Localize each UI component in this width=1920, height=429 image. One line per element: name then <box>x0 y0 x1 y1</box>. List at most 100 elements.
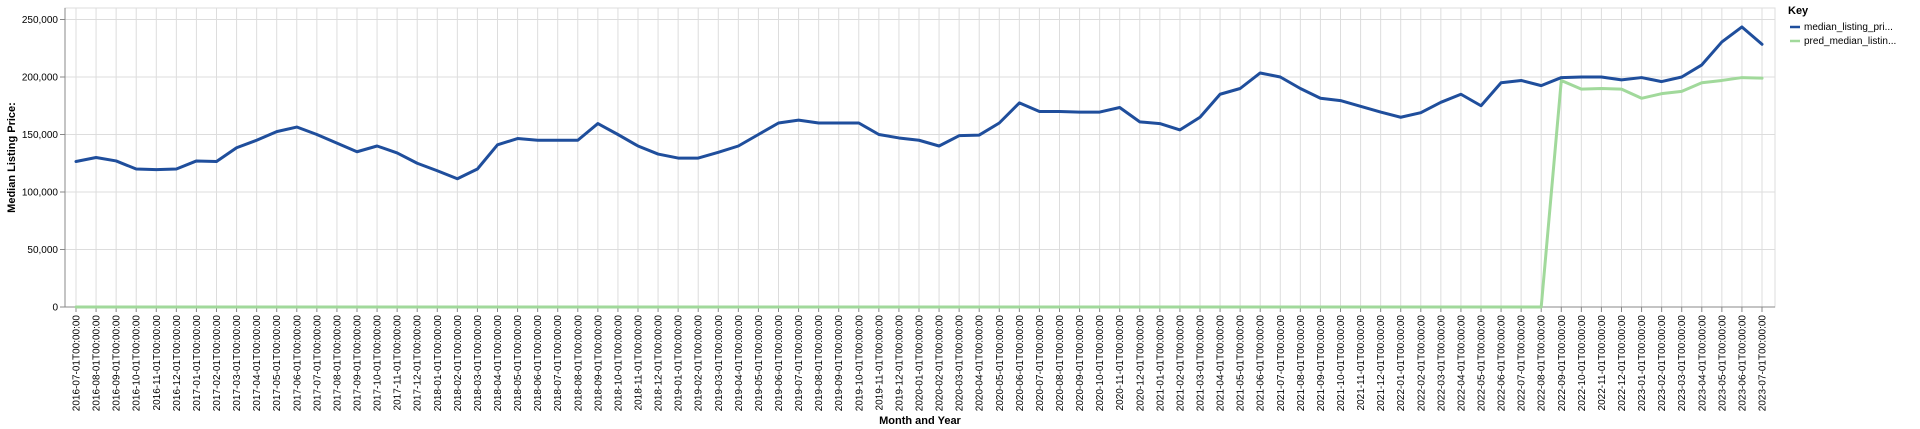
x-tick-label: 2019-07-01T00:00:00 <box>794 315 805 412</box>
x-tick-label: 2023-04-01T00:00:00 <box>1697 315 1708 412</box>
x-tick-label: 2022-05-01T00:00:00 <box>1477 315 1488 412</box>
y-tick-label: 250,000 <box>22 15 59 26</box>
x-tick-label: 2023-06-01T00:00:00 <box>1737 315 1748 412</box>
x-tick-label: 2023-07-01T00:00:00 <box>1758 315 1769 412</box>
x-tick-label: 2022-04-01T00:00:00 <box>1456 315 1467 412</box>
x-tick-label: 2017-08-01T00:00:00 <box>332 315 343 412</box>
x-tick-label: 2017-01-01T00:00:00 <box>192 315 203 412</box>
x-tick-label: 2020-12-01T00:00:00 <box>1135 315 1146 412</box>
x-tick-label: 2019-04-01T00:00:00 <box>734 315 745 412</box>
x-tick-label: 2019-01-01T00:00:00 <box>674 315 685 412</box>
x-tick-label: 2023-02-01T00:00:00 <box>1657 315 1668 412</box>
x-tick-label: 2020-02-01T00:00:00 <box>935 315 946 412</box>
y-tick-label: 0 <box>52 303 58 314</box>
series-layer <box>74 25 1764 309</box>
x-tick-label: 2017-06-01T00:00:00 <box>292 315 303 412</box>
x-tick-label: 2021-11-01T00:00:00 <box>1356 315 1367 411</box>
x-tick-label: 2022-08-01T00:00:00 <box>1537 315 1548 412</box>
x-tick-label: 2018-09-01T00:00:00 <box>593 315 604 412</box>
x-tick-label: 2019-02-01T00:00:00 <box>694 315 705 412</box>
x-tick-label: 2022-12-01T00:00:00 <box>1617 315 1628 412</box>
y-tick-label: 100,000 <box>22 188 59 199</box>
x-tick-label: 2019-09-01T00:00:00 <box>834 315 845 412</box>
x-tick-label: 2020-09-01T00:00:00 <box>1075 315 1086 412</box>
x-tick-label: 2016-11-01T00:00:00 <box>152 315 163 411</box>
x-tick-label: 2018-01-01T00:00:00 <box>433 315 444 412</box>
x-tick-label: 2021-03-01T00:00:00 <box>1196 315 1207 412</box>
x-tick-label: 2017-10-01T00:00:00 <box>373 315 384 412</box>
x-tick-label: 2020-06-01T00:00:00 <box>1015 315 1026 412</box>
plot-area <box>64 7 1776 308</box>
series-line-median <box>74 25 1764 181</box>
x-tick-label: 2020-07-01T00:00:00 <box>1035 315 1046 412</box>
x-tick-label: 2023-01-01T00:00:00 <box>1637 315 1648 412</box>
x-tick-label: 2019-10-01T00:00:00 <box>854 315 865 412</box>
x-axis: 2016-07-01T00:00:00 2016-08-01T00:00:00 20… <box>65 306 1775 412</box>
x-tick-label: 2020-01-01T00:00:00 <box>915 315 926 412</box>
x-tick-label: 2022-02-01T00:00:00 <box>1416 315 1427 412</box>
x-tick-label: 2020-10-01T00:00:00 <box>1095 315 1106 412</box>
legend[interactable]: Key median_listing_pri... pred_median_lis… <box>1788 5 1896 47</box>
x-tick-label: 2021-05-01T00:00:00 <box>1236 315 1247 412</box>
x-tick-label: 2018-04-01T00:00:00 <box>493 315 504 412</box>
x-tick-label: 2016-09-01T00:00:00 <box>112 315 123 412</box>
x-tick-label: 2018-12-01T00:00:00 <box>654 315 665 412</box>
x-tick-label: 2018-06-01T00:00:00 <box>533 315 544 412</box>
y-axis-title: Median Listing Price: <box>6 102 18 213</box>
x-tick-label: 2021-12-01T00:00:00 <box>1376 315 1387 412</box>
x-tick-label: 2018-02-01T00:00:00 <box>453 315 464 412</box>
x-tick-label: 2020-03-01T00:00:00 <box>955 315 966 412</box>
x-tick-label: 2021-01-01T00:00:00 <box>1155 315 1166 412</box>
x-tick-label: 2021-09-01T00:00:00 <box>1316 315 1327 412</box>
x-tick-label: 2022-10-01T00:00:00 <box>1577 315 1588 412</box>
x-tick-label: 2017-03-01T00:00:00 <box>232 315 243 412</box>
x-tick-label: 2021-06-01T00:00:00 <box>1256 315 1267 412</box>
x-tick-label: 2020-11-01T00:00:00 <box>1115 315 1126 411</box>
x-tick-label: 2019-03-01T00:00:00 <box>714 315 725 412</box>
plot-background <box>64 7 1776 308</box>
x-tick-label: 2018-08-01T00:00:00 <box>573 315 584 412</box>
y-tick-label: 200,000 <box>22 73 59 84</box>
x-tick-label: 2022-11-01T00:00:00 <box>1597 315 1608 411</box>
y-axis: 0 50,000 100,000 150,000 200,000 250,000 <box>22 8 66 314</box>
legend-title: Key <box>1788 5 1809 17</box>
x-tick-label: 2019-05-01T00:00:00 <box>754 315 765 412</box>
y-tick-label: 50,000 <box>27 245 58 256</box>
x-tick-label: 2020-08-01T00:00:00 <box>1055 315 1066 412</box>
x-tick-label: 2018-03-01T00:00:00 <box>473 315 484 412</box>
x-tick-label: 2022-06-01T00:00:00 <box>1497 315 1508 412</box>
x-tick-label: 2019-06-01T00:00:00 <box>774 315 785 412</box>
x-tick-label: 2017-07-01T00:00:00 <box>312 315 323 412</box>
x-tick-label: 2018-10-01T00:00:00 <box>613 315 624 412</box>
x-tick-label: 2016-10-01T00:00:00 <box>132 315 143 412</box>
x-tick-label: 2017-02-01T00:00:00 <box>212 315 223 412</box>
x-tick-label: 2018-07-01T00:00:00 <box>553 315 564 412</box>
x-tick-label: 2023-03-01T00:00:00 <box>1677 315 1688 412</box>
x-tick-label: 2016-07-01T00:00:00 <box>72 315 83 412</box>
x-tick-label: 2017-05-01T00:00:00 <box>272 315 283 412</box>
x-tick-label: 2018-05-01T00:00:00 <box>513 315 524 412</box>
x-tick-label: 2021-07-01T00:00:00 <box>1276 315 1287 412</box>
x-tick-label: 2017-09-01T00:00:00 <box>353 315 364 412</box>
x-tick-label: 2017-11-01T00:00:00 <box>393 315 404 411</box>
x-tick-label: 2021-04-01T00:00:00 <box>1216 315 1227 412</box>
x-tick-label: 2022-09-01T00:00:00 <box>1557 315 1568 412</box>
x-tick-label: 2020-04-01T00:00:00 <box>975 315 986 412</box>
x-tick-label: 2019-08-01T00:00:00 <box>814 315 825 412</box>
x-axis-title: Month and Year <box>879 415 961 427</box>
x-tick-label: 2022-01-01T00:00:00 <box>1396 315 1407 412</box>
series-line-pred <box>74 76 1764 309</box>
x-tick-label: 2022-03-01T00:00:00 <box>1436 315 1447 412</box>
legend-label: pred_median_listin... <box>1804 36 1896 47</box>
x-tick-label: 2021-02-01T00:00:00 <box>1175 315 1186 412</box>
x-tick-label: 2018-11-01T00:00:00 <box>634 315 645 411</box>
x-tick-label: 2016-08-01T00:00:00 <box>92 315 103 412</box>
x-tick-label: 2021-08-01T00:00:00 <box>1296 315 1307 412</box>
x-tick-label: 2020-05-01T00:00:00 <box>995 315 1006 412</box>
x-tick-label: 2022-07-01T00:00:00 <box>1517 315 1528 412</box>
x-tick-label: 2016-12-01T00:00:00 <box>172 315 183 412</box>
legend-label: median_listing_pri... <box>1804 22 1893 33</box>
x-tick-label: 2021-10-01T00:00:00 <box>1336 315 1347 412</box>
x-tick-label: 2019-12-01T00:00:00 <box>894 315 905 412</box>
